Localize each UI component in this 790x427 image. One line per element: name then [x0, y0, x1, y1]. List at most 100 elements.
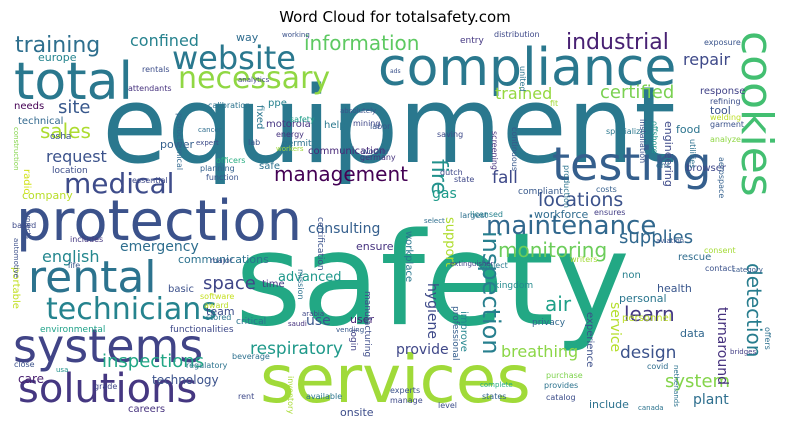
word: labor: [370, 122, 391, 131]
word: services: [260, 341, 531, 416]
word: support: [442, 217, 457, 267]
word: based: [12, 221, 37, 230]
word: aerospace: [717, 157, 726, 199]
word: site: [58, 97, 91, 118]
word: usa: [56, 366, 69, 374]
word: repair: [683, 50, 731, 69]
word: covid: [647, 362, 669, 371]
word: emergency: [120, 239, 199, 255]
word: fall: [492, 168, 518, 188]
word: states: [482, 392, 507, 401]
word: careers: [128, 404, 166, 415]
word: kingdom: [494, 281, 534, 291]
word: available: [306, 392, 343, 401]
word: non: [622, 270, 641, 281]
word: extinguisher: [450, 260, 494, 268]
word: rental: [28, 252, 157, 303]
word: purchase: [546, 371, 583, 380]
word: browser: [686, 163, 727, 174]
word: arabia: [302, 310, 325, 318]
word: fit: [550, 99, 559, 108]
word: germany: [360, 153, 396, 162]
word: motorola: [266, 119, 311, 130]
chart-title: Word Cloud for totalsafety.com: [279, 8, 511, 26]
word: saving: [437, 130, 464, 139]
word: english: [42, 247, 100, 266]
word: technical: [18, 116, 64, 127]
word: solutions: [18, 366, 198, 412]
word: necessary: [178, 61, 331, 96]
word: provides: [544, 381, 579, 390]
word: website: [172, 39, 296, 77]
word: space: [203, 273, 256, 294]
word: include: [589, 398, 629, 411]
word: supplies: [619, 227, 694, 248]
word: service: [607, 302, 623, 353]
word: monitoring: [498, 238, 608, 262]
word: basic: [168, 284, 194, 295]
word: planning: [200, 164, 235, 173]
word: workplace: [403, 231, 414, 283]
word: safe: [259, 161, 281, 172]
word: location: [52, 166, 88, 176]
word: cookies: [731, 31, 780, 197]
word: production: [562, 165, 571, 208]
word: category: [732, 266, 763, 274]
word: management: [274, 162, 408, 186]
word: working: [282, 31, 310, 39]
word: calibration: [208, 101, 251, 110]
word: cancer: [198, 126, 222, 134]
word: state: [454, 175, 475, 184]
word: refining: [710, 97, 741, 106]
word: technology: [152, 373, 219, 387]
word: specialized: [606, 127, 651, 136]
word: professional: [450, 306, 460, 361]
word: plant: [693, 392, 729, 408]
word: engineering: [662, 121, 675, 187]
word: privacy: [532, 318, 566, 328]
word: software: [200, 292, 235, 301]
word: beverage: [232, 352, 270, 361]
word: europe: [38, 51, 77, 64]
word: exposure: [704, 38, 741, 47]
word: safety: [290, 115, 315, 124]
word: major: [210, 256, 234, 265]
word: absolutely: [340, 107, 377, 115]
word: login: [348, 329, 358, 351]
word: total: [14, 52, 133, 112]
word: attendants: [128, 84, 172, 93]
word: analytics: [238, 76, 270, 84]
word: request: [46, 147, 107, 166]
word: system: [665, 371, 731, 392]
word: breathing: [501, 342, 579, 361]
word: entry: [460, 36, 484, 46]
word: osha: [50, 132, 72, 142]
word: award: [204, 301, 229, 310]
word: ensure: [356, 240, 394, 253]
word: complete: [480, 381, 513, 389]
word: portable: [10, 267, 21, 309]
word: trained: [495, 84, 553, 103]
word: data: [680, 327, 705, 340]
word: needs: [14, 101, 45, 112]
word: ads: [390, 68, 401, 75]
word: officers: [216, 156, 246, 165]
word: inspections: [102, 351, 205, 372]
word: rescue: [678, 252, 712, 263]
word: certified: [600, 82, 675, 103]
word: detection: [742, 263, 766, 358]
word: team: [206, 305, 235, 318]
word: utilities: [688, 139, 697, 169]
word: ppe: [268, 98, 287, 109]
word: energy: [276, 130, 304, 139]
word: onsite: [340, 406, 374, 416]
word: industrial: [566, 31, 669, 55]
word: ensures: [594, 208, 626, 217]
word: manufacturing: [362, 291, 372, 358]
word: information: [304, 31, 420, 55]
word: way: [236, 31, 259, 44]
word: manage: [390, 396, 423, 405]
word: life: [68, 261, 81, 270]
word: communication: [308, 146, 386, 157]
word: grade: [94, 382, 118, 391]
